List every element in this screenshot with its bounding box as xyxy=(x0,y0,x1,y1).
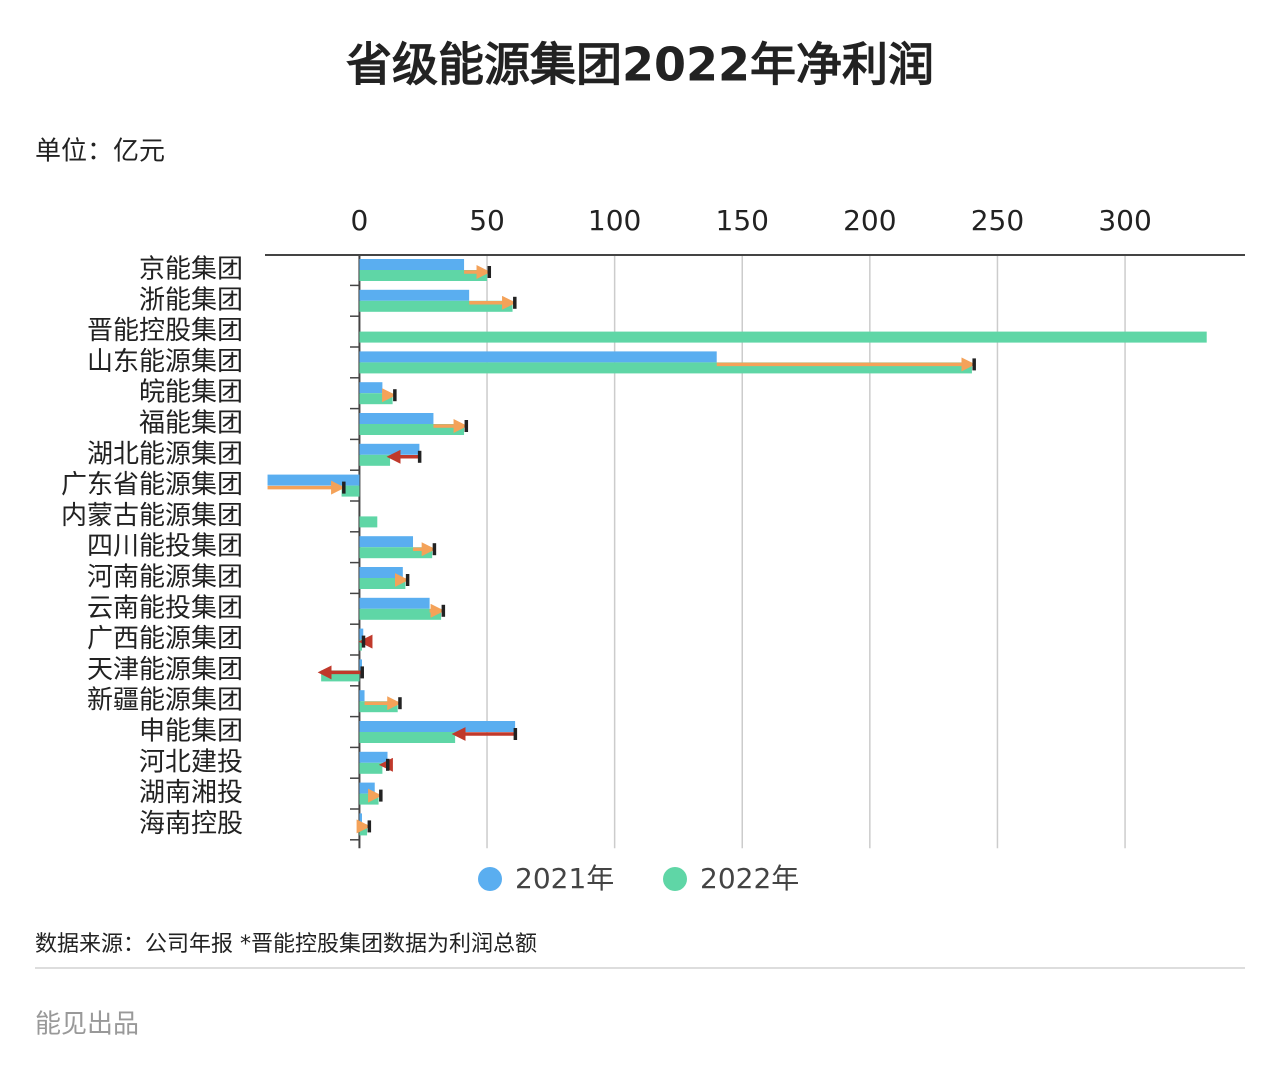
bar xyxy=(359,597,430,609)
y-tick-label: 福能集团 xyxy=(139,409,243,439)
bar xyxy=(359,567,403,578)
bar xyxy=(359,362,972,374)
x-tick-label: 250 xyxy=(971,204,1024,237)
bar xyxy=(359,578,406,589)
change-tick xyxy=(513,296,517,309)
bar xyxy=(359,331,1207,343)
bar xyxy=(359,751,388,763)
chart-title: 省级能源集团2022年净利润 xyxy=(346,38,934,92)
y-tick-label: 河北建投 xyxy=(139,747,243,777)
bar xyxy=(359,270,488,281)
change-tick xyxy=(417,450,422,463)
y-tick-label: 广西能源集团 xyxy=(87,624,243,654)
change-tick xyxy=(405,574,410,586)
x-tick-label: 0 xyxy=(351,204,369,237)
x-tick-label: 150 xyxy=(716,204,769,237)
change-tick xyxy=(487,266,492,278)
change-tick xyxy=(367,820,372,833)
bar xyxy=(359,516,378,528)
bar xyxy=(359,721,516,732)
y-tick-label: 新疆能源集团 xyxy=(87,686,243,716)
change-tick xyxy=(398,697,402,710)
bar xyxy=(359,289,470,301)
y-tick-label: 四川能投集团 xyxy=(87,532,243,562)
change-tick xyxy=(432,543,437,556)
y-tick-label: 河南能源集团 xyxy=(87,563,243,593)
bar xyxy=(359,259,465,270)
y-tick-label: 海南控股 xyxy=(139,809,243,839)
x-tick-label: 50 xyxy=(469,204,505,237)
y-tick-label: 广东省能源集团 xyxy=(61,470,243,500)
x-tick-label: 300 xyxy=(1098,204,1151,237)
x-tick-label: 200 xyxy=(843,204,896,237)
y-tick-label: 湖北能源集团 xyxy=(87,439,243,469)
bar xyxy=(359,701,398,713)
bar xyxy=(359,547,433,559)
bar xyxy=(359,782,375,794)
change-tick xyxy=(360,666,364,679)
y-tick-label: 山东能源集团 xyxy=(87,347,243,377)
change-tick xyxy=(393,389,397,402)
change-tick xyxy=(342,481,346,494)
bar xyxy=(359,443,420,455)
x-tick-label: 100 xyxy=(588,204,641,237)
y-tick-label: 申能集团 xyxy=(139,717,243,747)
bar xyxy=(359,639,362,651)
legend-marker xyxy=(478,867,502,891)
source: 数据来源：公司年报 *晋能控股集团数据为利润总额 xyxy=(35,932,537,957)
bar xyxy=(359,413,434,424)
bar xyxy=(359,608,442,620)
unit-label: 单位：亿元 xyxy=(35,137,165,167)
legend-label: 2021年 xyxy=(515,862,614,895)
bar xyxy=(321,670,360,682)
y-tick-label: 京能集团 xyxy=(139,255,243,285)
bar xyxy=(359,732,456,743)
y-tick-label: 天津能源集团 xyxy=(87,655,243,685)
change-tick xyxy=(361,635,366,648)
bar xyxy=(359,300,513,312)
bar xyxy=(359,393,393,405)
bar xyxy=(359,351,717,363)
bar xyxy=(359,536,414,548)
change-tick xyxy=(513,728,518,740)
y-tick-label: 皖能集团 xyxy=(139,378,243,408)
change-tick xyxy=(386,758,390,771)
y-tick-label: 晋能控股集团 xyxy=(87,316,243,346)
y-tick-label: 湖南湘投 xyxy=(139,778,243,808)
legend-marker xyxy=(663,867,687,891)
bar xyxy=(359,762,383,774)
bar xyxy=(359,628,364,640)
change-tick xyxy=(379,789,383,802)
credit: 能见出品 xyxy=(35,1010,139,1040)
bar xyxy=(359,454,391,466)
bar xyxy=(359,382,383,394)
bar xyxy=(359,659,362,671)
change-tick xyxy=(464,420,469,432)
change-tick xyxy=(441,604,446,617)
y-tick-label: 浙能集团 xyxy=(139,285,243,315)
bar xyxy=(359,424,465,435)
bar xyxy=(359,813,362,825)
legend-label: 2022年 xyxy=(700,862,799,895)
bar xyxy=(359,690,365,702)
y-tick-label: 内蒙古能源集团 xyxy=(61,501,243,531)
bar xyxy=(267,474,360,486)
bar xyxy=(341,485,360,497)
change-tick xyxy=(972,358,976,371)
y-tick-label: 云南能投集团 xyxy=(87,593,243,623)
